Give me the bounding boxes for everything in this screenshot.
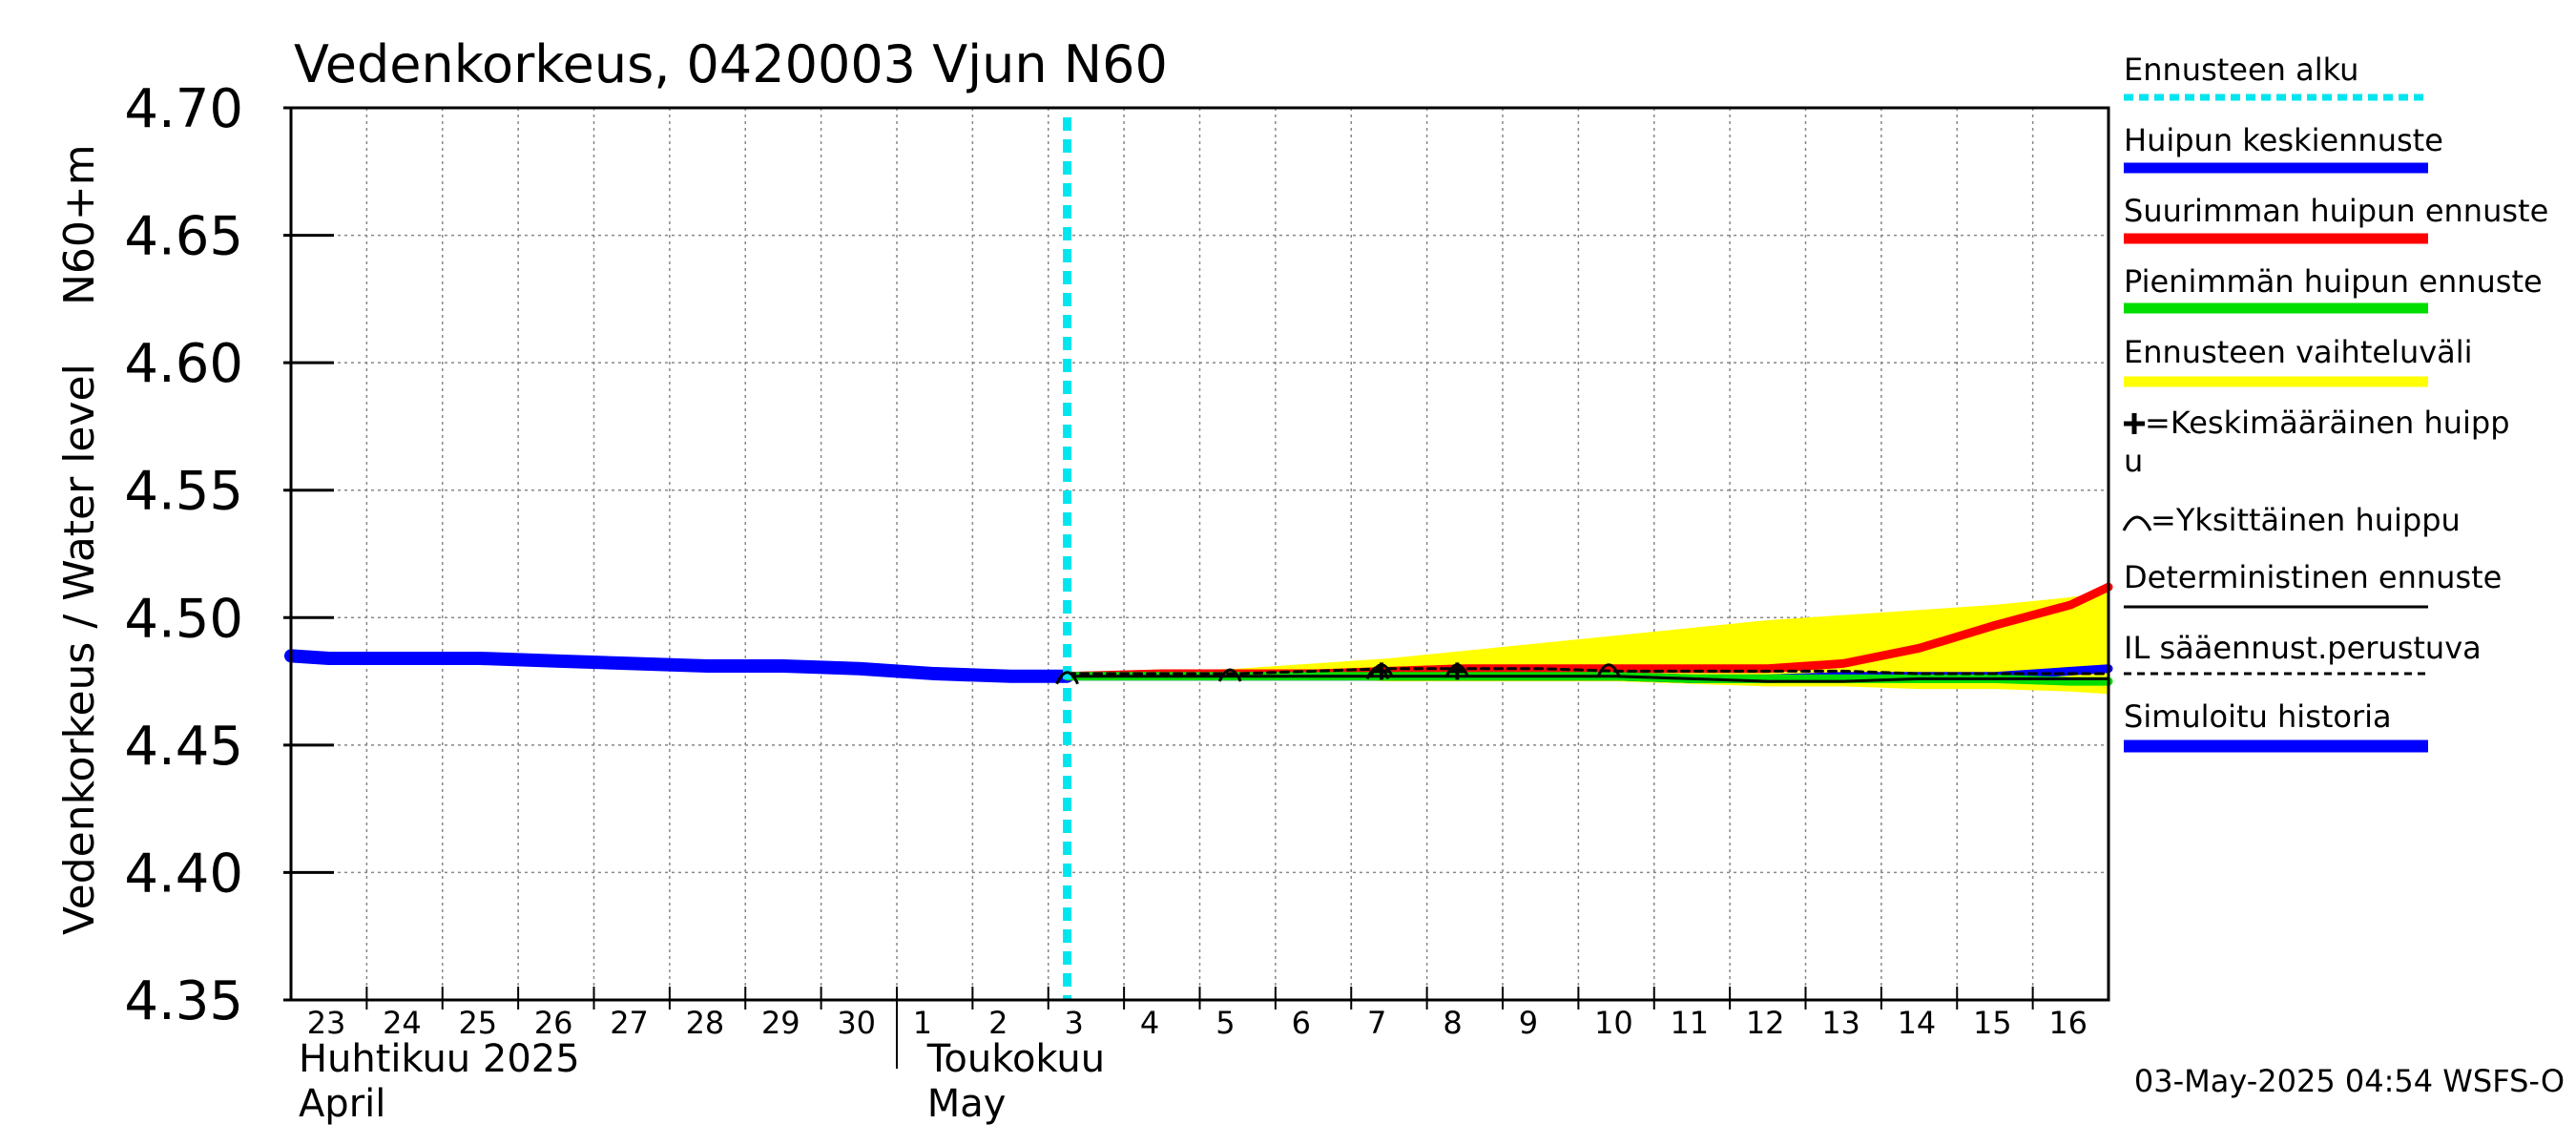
legend-item: Pienimmän huipun ennuste bbox=[2124, 263, 2543, 314]
timestamp: 03-May-2025 04:54 WSFS-O bbox=[2134, 1063, 2565, 1099]
x-day-label: 1 bbox=[913, 1005, 932, 1041]
y-tick-label: 4.70 bbox=[124, 78, 243, 140]
y-tick-label: 4.35 bbox=[124, 970, 243, 1032]
x-day-label: 27 bbox=[610, 1005, 649, 1041]
x-day-label: 4 bbox=[1140, 1005, 1159, 1041]
series-line-deterministinen-ennuste bbox=[1066, 675, 2110, 683]
peak-markers bbox=[1055, 662, 1621, 685]
axes: 4.70 4.65 4.60 4.55 4.50 4.45 4.40 4.35 bbox=[124, 78, 2110, 1032]
x-day-label: 15 bbox=[1973, 1005, 2012, 1041]
x-day-label: 23 bbox=[307, 1005, 346, 1041]
arc-icon bbox=[2122, 515, 2152, 531]
legend-item: =Keskimääräinen huippu bbox=[2124, 405, 2510, 479]
x-axis-labels: 23 24 25 26 27 28 29 30 1 2 3 4 5 6 7 8 9 10 11 12 13 14 15 16H… bbox=[299, 1000, 2088, 1126]
x-day-label: 14 bbox=[1898, 1005, 1937, 1041]
x-day-label: 9 bbox=[1519, 1005, 1538, 1041]
x-day-label: 13 bbox=[1821, 1005, 1860, 1041]
chart-title: Vedenkorkeus, 0420003 Vjun N60 bbox=[294, 34, 1168, 94]
mean-peak-marker bbox=[1448, 662, 1466, 680]
y-axis-label: Vedenkorkeus / Water level bbox=[55, 364, 104, 935]
legend-label: Ennusteen vaihteluväli bbox=[2124, 334, 2473, 370]
legend-label: Ennusteen alku bbox=[2124, 52, 2358, 88]
month-label-fi: Toukokuu bbox=[926, 1037, 1105, 1081]
x-day-label: 25 bbox=[458, 1005, 497, 1041]
legend-item: IL sääennust.perustuva bbox=[2124, 630, 2482, 676]
legend-item: Huipun keskiennuste bbox=[2124, 122, 2443, 174]
legend-item: Simuloitu historia bbox=[2124, 698, 2428, 753]
x-day-label: 11 bbox=[1670, 1005, 1709, 1041]
x-day-label: 28 bbox=[686, 1005, 725, 1041]
month-label-en: May bbox=[927, 1082, 1007, 1126]
x-day-label: 29 bbox=[761, 1005, 800, 1041]
legend-item: Deterministinen ennuste bbox=[2124, 559, 2502, 609]
single-peak-marker bbox=[1055, 671, 1079, 685]
x-day-label: 30 bbox=[837, 1005, 876, 1041]
legend-label: Suurimman huipun ennuste bbox=[2124, 193, 2548, 229]
series-line-simuloitu-historia bbox=[284, 649, 1074, 683]
x-day-label: 26 bbox=[534, 1005, 573, 1041]
y-tick-label: 4.55 bbox=[124, 461, 243, 523]
x-day-label: 2 bbox=[988, 1005, 1008, 1041]
x-day-label: 24 bbox=[383, 1005, 422, 1041]
x-day-label: 16 bbox=[2048, 1005, 2088, 1041]
forecast-range-band bbox=[1067, 592, 2109, 695]
y-tick-label: 4.65 bbox=[124, 206, 243, 268]
month-label-en: April bbox=[299, 1082, 385, 1126]
x-day-label: 6 bbox=[1292, 1005, 1311, 1041]
y-tick-label: 4.40 bbox=[124, 843, 243, 905]
single-peak-marker bbox=[1217, 668, 1242, 682]
legend-item: Ennusteen alku bbox=[2124, 52, 2428, 101]
y-tick-label: 4.45 bbox=[124, 716, 243, 778]
x-day-label: 12 bbox=[1746, 1005, 1785, 1041]
legend-label: =Keskimääräinen huipp bbox=[2145, 405, 2510, 441]
single-peak-marker bbox=[1596, 663, 1621, 677]
month-label-fi: Huhtikuu 2025 bbox=[299, 1037, 580, 1081]
legend-label: Deterministinen ennuste bbox=[2124, 559, 2502, 595]
x-day-label: 3 bbox=[1064, 1005, 1083, 1041]
y-tick-label: 4.60 bbox=[124, 333, 243, 395]
x-day-label: 7 bbox=[1367, 1005, 1386, 1041]
x-day-label: 10 bbox=[1594, 1005, 1633, 1041]
y-axis-unit: N60+m bbox=[55, 144, 104, 305]
legend-item: Suurimman huipun ennuste bbox=[2124, 193, 2548, 244]
legend-label: Pienimmän huipun ennuste bbox=[2124, 263, 2543, 300]
legend-label: IL sääennust.perustuva bbox=[2124, 630, 2482, 666]
legend-item: Ennusteen vaihteluväli bbox=[2124, 334, 2473, 387]
legend-label-cont: u bbox=[2124, 443, 2143, 479]
grid bbox=[291, 108, 2109, 1000]
legend-label: Huipun keskiennuste bbox=[2124, 122, 2443, 158]
legend-label: Simuloitu historia bbox=[2124, 698, 2392, 735]
x-day-label: 5 bbox=[1215, 1005, 1235, 1041]
range-band-area bbox=[1067, 592, 2109, 695]
y-tick-label: 4.50 bbox=[124, 588, 243, 650]
legend-label: =Yksittäinen huippu bbox=[2150, 502, 2461, 538]
plus-icon bbox=[2124, 413, 2145, 434]
legend-item: =Yksittäinen huippu bbox=[2122, 502, 2461, 538]
legend: Ennusteen alku Huipun keskiennuste Suurimm… bbox=[2122, 52, 2548, 753]
x-day-label: 8 bbox=[1443, 1005, 1462, 1041]
mean-peak-marker bbox=[1373, 662, 1390, 680]
